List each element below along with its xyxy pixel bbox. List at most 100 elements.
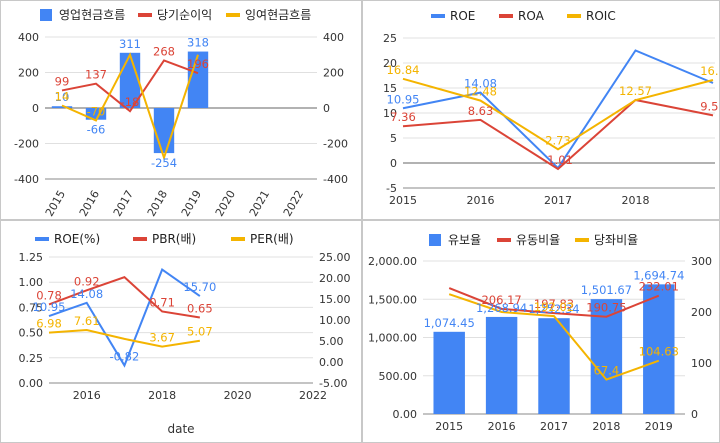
- legend-label-1: PBR(배): [152, 232, 196, 246]
- y-tick-label-3: 10: [383, 107, 397, 120]
- series-line-1: [61, 59, 199, 113]
- series-line-1: [48, 276, 201, 319]
- bar-0-4: [187, 51, 209, 108]
- data-label-2-3: 3.67: [149, 331, 175, 345]
- data-label-1-3: 190.75: [586, 301, 626, 315]
- y-tick-label-1: 1,500.00: [368, 293, 417, 306]
- data-label-0-0: 1,074.45: [424, 316, 475, 330]
- data-label-1-4: 196: [187, 57, 209, 71]
- data-label-0-4: 15.70: [183, 280, 216, 294]
- y-tick-label-1: 200: [18, 67, 39, 80]
- data-label-2-0: 16.84: [387, 63, 420, 77]
- x-axis-title: date: [167, 422, 194, 436]
- legend-swatch-0: [35, 237, 49, 241]
- y-tick-label-2: 0: [32, 102, 39, 115]
- y-tick-label-2: 15: [383, 82, 397, 95]
- y-tick-label-4: 0.25: [19, 352, 44, 365]
- legend-swatch-0: [429, 234, 441, 246]
- y-tick-label-5: 0: [390, 157, 397, 170]
- bar-0-2: [538, 318, 570, 414]
- data-label-0-4: 318: [187, 36, 209, 50]
- data-label-0-4: 1,694.74: [633, 268, 684, 282]
- data-label-1-3: 268: [153, 44, 175, 58]
- data-label-0-3: -254: [151, 156, 177, 170]
- legend-swatch-2: [567, 14, 581, 18]
- x-tick-label-2: 2017: [540, 420, 568, 433]
- data-label-2-3: 67.4: [594, 364, 620, 378]
- data-label-0-0: 10.95: [387, 92, 420, 106]
- x-tick-label-6: 2021: [247, 188, 272, 219]
- y2-tick-label-3: 10.00: [319, 314, 351, 327]
- data-label-2-3: 12.57: [619, 84, 652, 98]
- data-label-1-1: 0.92: [74, 274, 100, 288]
- x-tick-label-3: 2018: [622, 194, 650, 207]
- legend-swatch-1: [138, 13, 152, 17]
- data-label-2-4: 104.63: [639, 345, 679, 359]
- x-tick-label-1: 2018: [148, 389, 176, 402]
- legend-label-0: 영업현금흐름: [59, 8, 125, 22]
- data-label-2-2: 2.73: [545, 133, 571, 147]
- series-line-1: [402, 98, 714, 171]
- y2-tick-label-1: 200: [323, 67, 344, 80]
- x-tick-label-3: 2018: [145, 188, 170, 219]
- data-label-1-0: 7.36: [390, 110, 416, 124]
- cashflow-chart: 400 200 0 -200 -400 400 200 0 -200 -400 2015 2016 20…: [14, 8, 348, 219]
- data-label-0-3: 1,501.67: [581, 283, 632, 297]
- y2-tick-label-3: 0: [691, 408, 698, 421]
- y-tick-label-1: 1.00: [19, 276, 44, 289]
- y2-tick-label-5: 0.00: [319, 356, 344, 369]
- data-label-1-4: 9.52: [700, 99, 720, 113]
- data-label-0-2: -0.82: [110, 349, 140, 363]
- legend-swatch-1: [499, 14, 513, 18]
- data-label-0-1: 1,268.94: [476, 301, 527, 315]
- data-label-1-1: 206.17: [481, 293, 521, 307]
- data-label-2-1: 7.61: [74, 314, 100, 328]
- legend-label-0: 유보율: [448, 233, 481, 247]
- data-label-2-0: 6.98: [36, 317, 62, 331]
- data-label-0-1: -66: [87, 123, 106, 137]
- y-tick-label-6: -5: [386, 182, 397, 195]
- y2-tick-label-4: -400: [323, 173, 348, 186]
- bar-0-4: [643, 284, 675, 414]
- series-line-0: [48, 268, 201, 368]
- y-tick-label-3: -200: [14, 138, 39, 151]
- y-tick-label-0: 400: [18, 31, 39, 44]
- bar-0-0: [433, 331, 465, 414]
- data-label-1-0: 99: [55, 74, 70, 88]
- legend-swatch-0: [431, 14, 445, 18]
- legend-label-2: ROIC: [586, 9, 616, 23]
- y2-tick-label-6: -5.00: [319, 377, 347, 390]
- x-tick-label-1: 2016: [77, 188, 102, 219]
- series-line-1: [448, 287, 660, 318]
- data-label-0-2: 1,252.34: [528, 302, 579, 316]
- y-tick-label-3: 500.00: [379, 370, 418, 383]
- legend-swatch-1: [497, 238, 511, 242]
- data-label-2-0: 14: [55, 90, 70, 104]
- x-tick-label-4: 2019: [645, 420, 673, 433]
- y-tick-label-2: 1,000.00: [368, 332, 417, 345]
- y2-tick-label-0: 25.00: [319, 251, 351, 264]
- legend-swatch-0: [40, 9, 52, 21]
- y2-tick-label-2: 100: [691, 357, 712, 370]
- y-tick-label-4: 0.00: [393, 408, 418, 421]
- data-label-0-0: 10.95: [33, 300, 66, 314]
- legend-label-0: ROE(%): [54, 232, 100, 246]
- series-line-2: [448, 293, 660, 381]
- y2-tick-label-3: -200: [323, 138, 348, 151]
- y2-tick-label-2: 15.00: [319, 293, 351, 306]
- bar-0-0: [51, 106, 73, 108]
- data-label-1-2: -18: [121, 95, 140, 109]
- x-tick-label-0: 2015: [435, 420, 463, 433]
- series-line-2: [402, 77, 714, 151]
- data-label-1-2: 197.83: [534, 297, 574, 311]
- legend-label-1: 당기순이익: [157, 8, 212, 22]
- y-tick-label-0: 25: [383, 32, 397, 45]
- data-label-2-1: -70: [87, 104, 106, 118]
- x-tick-label-0: 2015: [389, 194, 417, 207]
- data-label-2-4: 5.07: [187, 325, 213, 339]
- data-label-1-1: 137: [85, 68, 107, 82]
- y2-tick-label-2: 0: [323, 102, 330, 115]
- liquidity-chart: 2,000.00 1,500.00 1,000.00 500.00 0.00 300 200…: [368, 233, 712, 433]
- x-tick-label-3: 2022: [299, 389, 327, 402]
- data-label-1-1: 8.63: [468, 104, 494, 118]
